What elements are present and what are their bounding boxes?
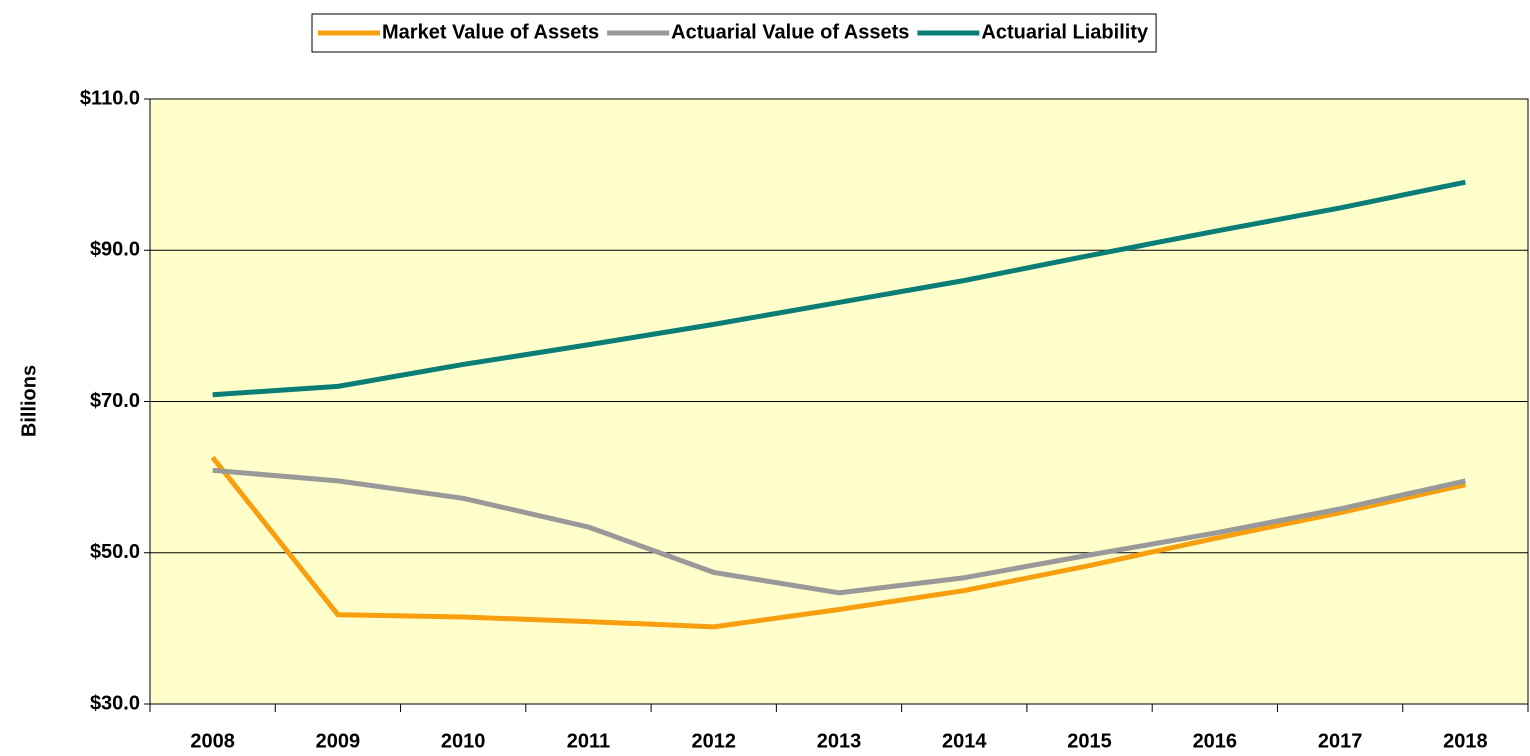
x-tick-label: 2018	[1443, 730, 1488, 752]
data-line	[210, 455, 1466, 630]
y-tick-label: $50.0	[90, 541, 140, 563]
x-tick-label: 2009	[316, 730, 361, 752]
x-tick-label: 2014	[942, 730, 987, 752]
x-tick-label: 2010	[441, 730, 486, 752]
x-tick-label: 2015	[1067, 730, 1112, 752]
y-tick-label: $70.0	[90, 390, 140, 412]
legend-box	[311, 13, 1157, 53]
x-tick-label: 2017	[1318, 730, 1363, 752]
x-tick-label: 2013	[817, 730, 862, 752]
data-line	[212, 467, 1466, 596]
x-tick-label: 2008	[190, 730, 235, 752]
x-tick-label: 2012	[691, 730, 736, 752]
x-tick-label: 2016	[1193, 730, 1238, 752]
data-line	[212, 179, 1466, 398]
legend-label: Actuarial Value of Assets	[671, 21, 909, 43]
y-tick-label: $110.0	[80, 87, 140, 109]
legend-label: Market Value of Assets	[382, 21, 599, 43]
y-tick-label: $30.0	[90, 692, 140, 714]
legend-label: Actuarial Liability	[981, 21, 1149, 43]
x-tick-label: 2011	[567, 730, 610, 752]
y-tick-label: $90.0	[90, 239, 140, 261]
y-axis-title: Billions	[18, 365, 40, 437]
